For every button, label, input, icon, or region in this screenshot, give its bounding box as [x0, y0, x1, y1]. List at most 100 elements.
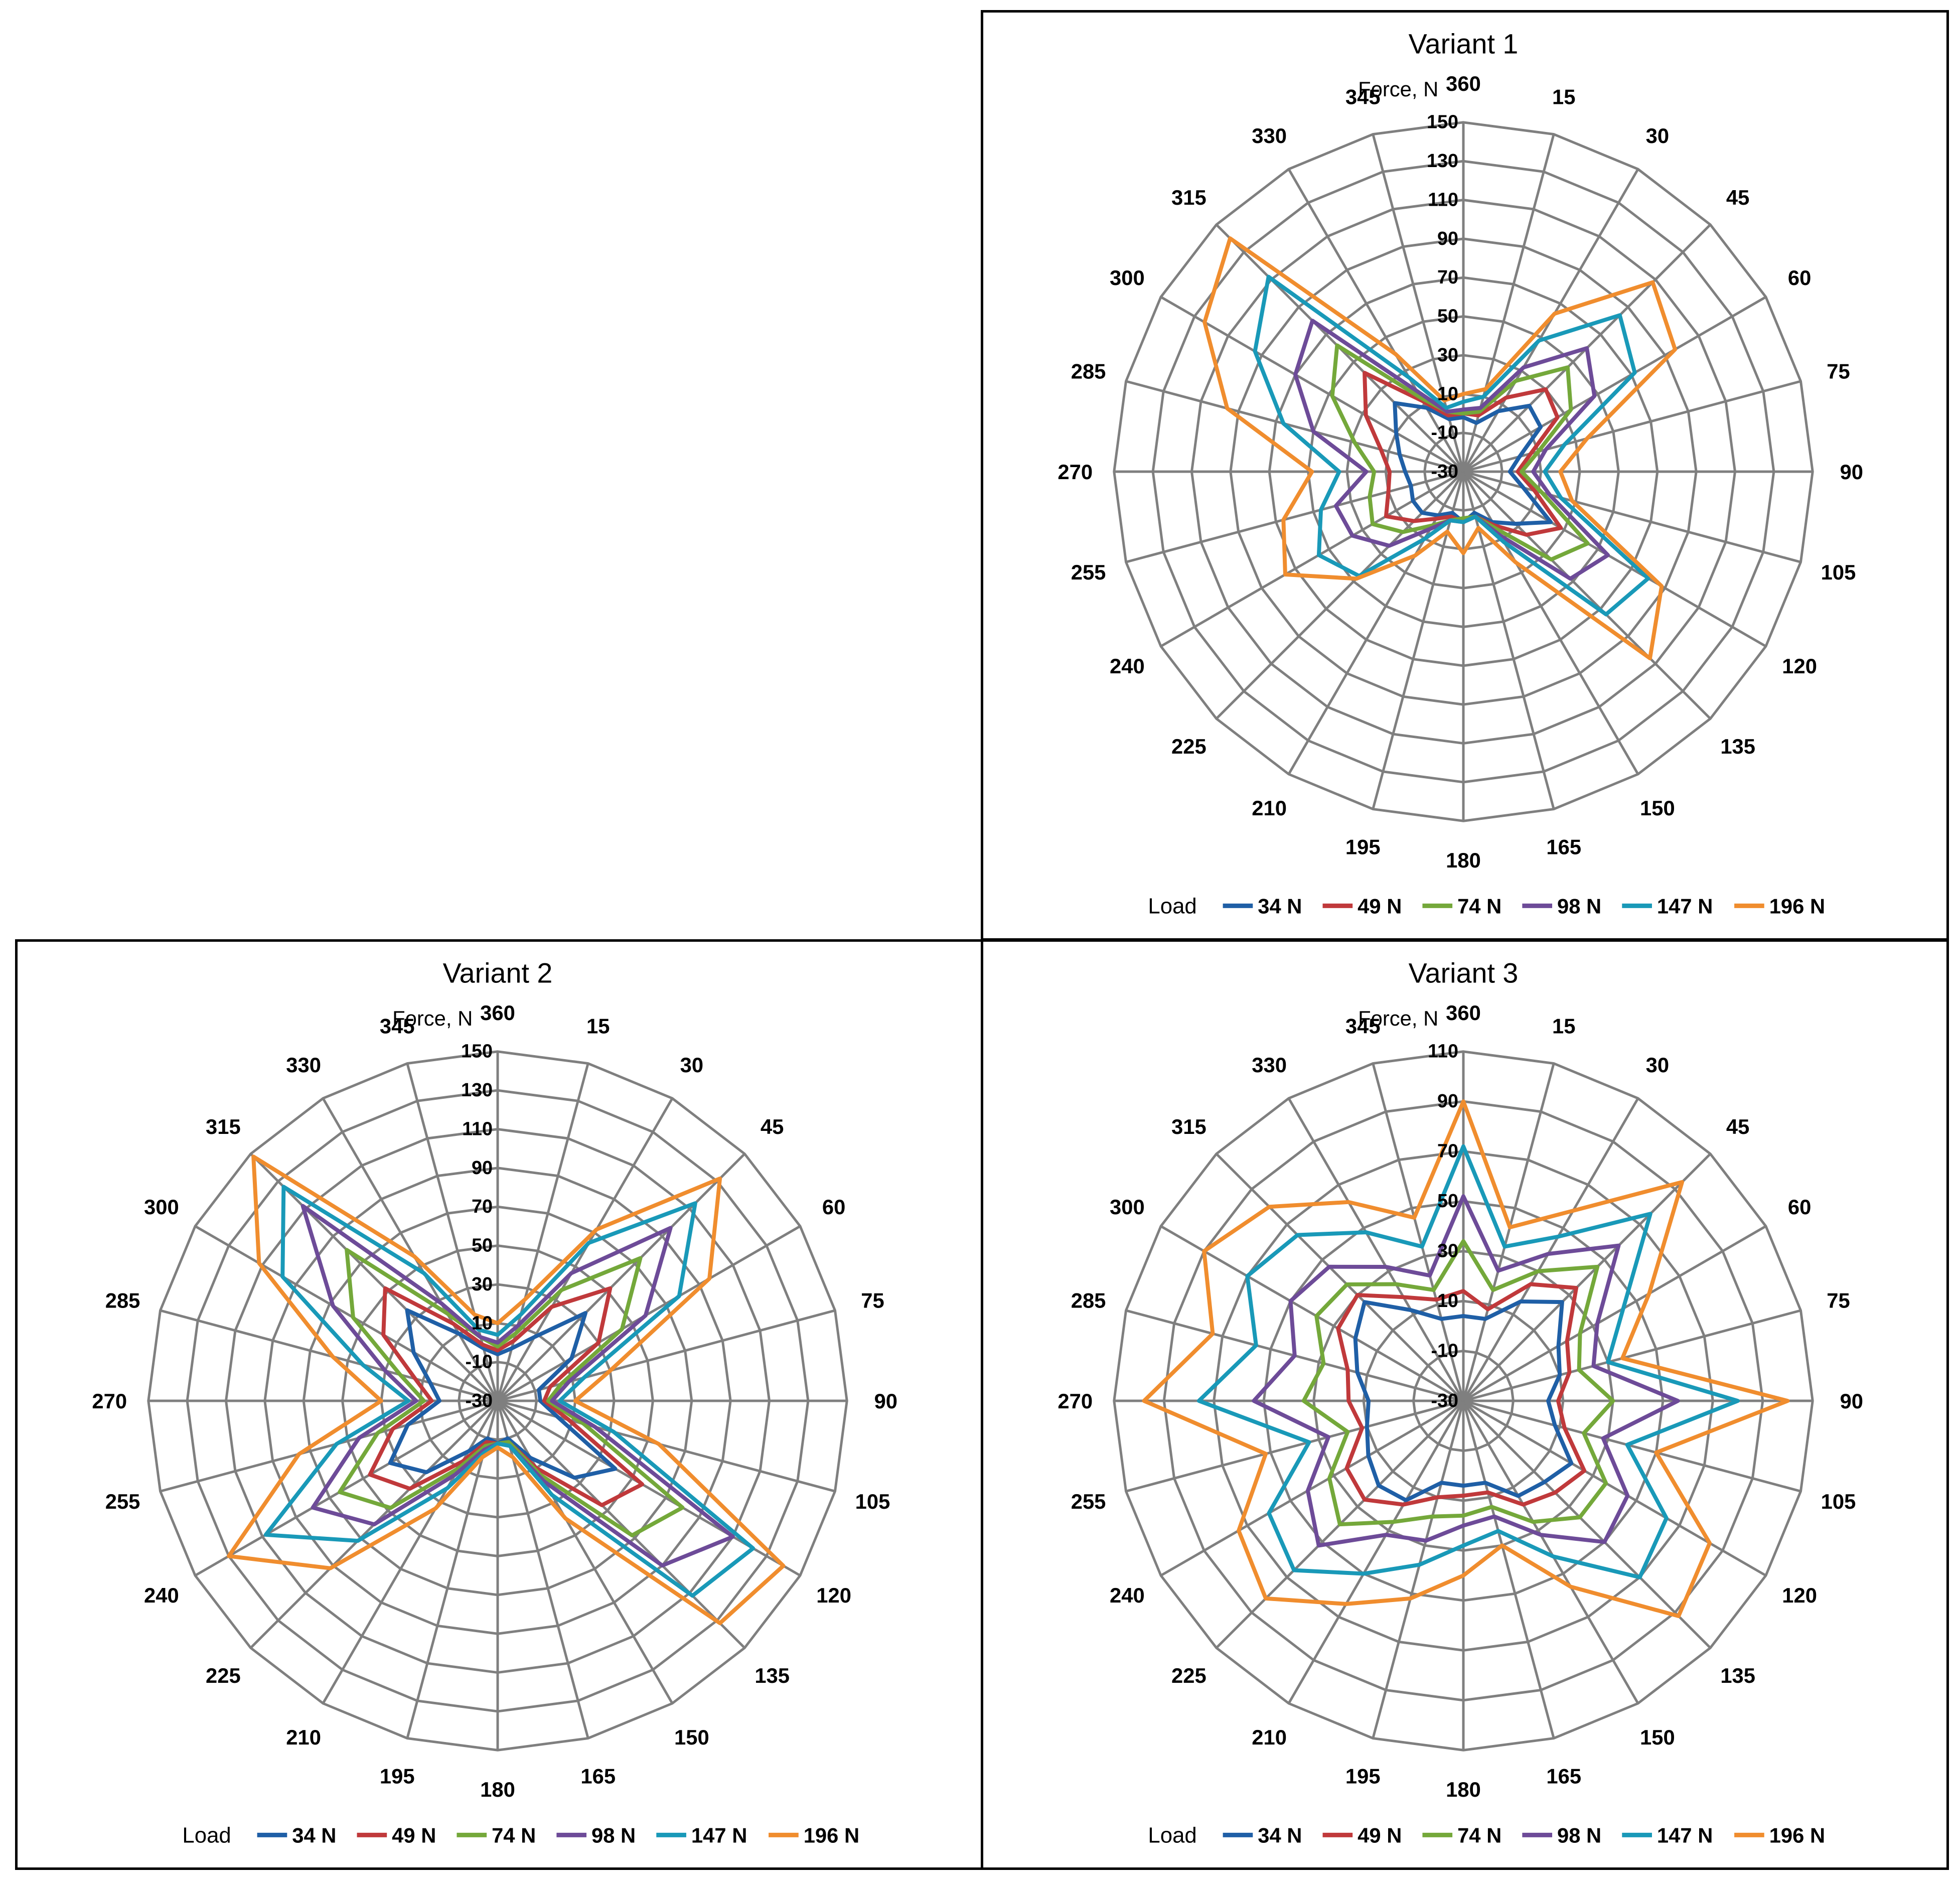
legend-label: 49 N — [1358, 894, 1402, 918]
series-line-147n — [1196, 1144, 1740, 1579]
grid-spoke — [1125, 470, 1464, 563]
legend-label: 196 N — [804, 1823, 859, 1847]
angle-label: 165 — [1546, 1764, 1581, 1788]
angle-label: 75 — [1827, 1289, 1850, 1313]
grid-spoke — [322, 1097, 499, 1402]
angle-label: 30 — [1646, 124, 1669, 148]
series-line-74n — [1301, 1239, 1615, 1527]
radial-tick-label: -10 — [465, 1352, 493, 1373]
angle-label: 360 — [1446, 72, 1481, 95]
grid-spoke — [160, 1309, 498, 1402]
radial-tick-label: 70 — [472, 1196, 493, 1217]
grid-spoke — [194, 1399, 499, 1577]
grid-spoke — [1372, 1063, 1465, 1401]
angle-label: 300 — [1110, 1195, 1145, 1219]
legend-label: 74 N — [492, 1823, 536, 1847]
angle-label: 210 — [1252, 796, 1287, 820]
radial-tick-label: 30 — [1437, 345, 1458, 366]
legend-label: 147 N — [691, 1823, 747, 1847]
grid-spoke — [1462, 1097, 1639, 1402]
angle-label: 105 — [1821, 560, 1856, 584]
angle-label: 300 — [144, 1195, 179, 1219]
grid-spoke — [1463, 1399, 1801, 1493]
angle-label: 135 — [755, 1664, 790, 1687]
legend-label: 49 N — [1358, 1823, 1402, 1847]
series-line-147n — [1253, 274, 1650, 617]
angle-label: 255 — [1071, 560, 1106, 584]
angle-label: 330 — [1252, 124, 1287, 148]
angle-label: 360 — [480, 1001, 515, 1025]
angle-label: 285 — [1071, 360, 1106, 383]
grid-spoke — [194, 1225, 499, 1402]
angle-label: 270 — [1058, 1389, 1093, 1413]
angle-label: 90 — [1840, 1389, 1863, 1413]
radial-tick-label: 90 — [1437, 228, 1458, 249]
angle-label: 60 — [822, 1195, 845, 1219]
radial-tick-label: 110 — [1428, 189, 1458, 210]
angle-label: 225 — [1171, 1664, 1207, 1687]
grid-spoke — [496, 1400, 589, 1739]
grid-spoke — [1462, 1225, 1767, 1402]
angle-label: 195 — [1345, 1764, 1381, 1788]
radial-tick-label: 110 — [1428, 1041, 1458, 1062]
radial-tick-label: 30 — [472, 1274, 493, 1295]
radial-tick-label: 10 — [1437, 383, 1458, 404]
angle-label: 150 — [1640, 796, 1675, 820]
grid-spoke — [1160, 1225, 1464, 1402]
angle-label: 180 — [1446, 848, 1481, 872]
angle-label: 240 — [144, 1583, 179, 1607]
angle-label: 240 — [1110, 1583, 1145, 1607]
legend-label: 49 N — [392, 1823, 436, 1847]
grid-spoke — [1160, 296, 1464, 473]
legend-label: 98 N — [591, 1823, 636, 1847]
legend-title: Load — [1148, 1823, 1196, 1847]
radial-tick-label: 10 — [472, 1313, 493, 1334]
angle-label: 45 — [761, 1115, 784, 1138]
series-line-34n — [1353, 1299, 1574, 1503]
radial-tick-label: 130 — [461, 1080, 493, 1101]
radial-tick-label: 70 — [1437, 267, 1458, 288]
angle-label: 180 — [480, 1778, 515, 1801]
grid-spoke — [1462, 470, 1767, 648]
angle-label: 120 — [1782, 1583, 1817, 1607]
radial-tick-label: -30 — [465, 1390, 493, 1411]
legend-title: Load — [182, 1823, 231, 1847]
grid-spoke — [1462, 471, 1712, 720]
grid-spoke — [497, 1400, 746, 1649]
angle-label: 300 — [1110, 266, 1145, 289]
grid-spoke — [1125, 1399, 1464, 1493]
angle-label: 75 — [861, 1289, 884, 1313]
chart-title: Variant 3 — [1409, 958, 1519, 989]
angle-label: 15 — [1552, 85, 1575, 109]
grid-spoke — [497, 1225, 801, 1402]
angle-label: 255 — [1071, 1490, 1106, 1513]
series-line-74n — [1330, 343, 1590, 562]
legend-label: 34 N — [1258, 1823, 1302, 1847]
radial-tick-label: -10 — [1431, 1341, 1458, 1362]
chart-panel-variant-1: Variant 1 -30 -10 10 30 50 70 90 110 130 150 Force,… — [981, 10, 1949, 941]
angle-label: 150 — [674, 1725, 709, 1749]
legend: Load 34 N 49 N 74 N 98 N 147 N 196 N — [1148, 1823, 1825, 1847]
radial-tick-label: 150 — [1427, 112, 1458, 133]
legend-label: 98 N — [1557, 1823, 1601, 1847]
legend-title: Load — [1148, 894, 1196, 918]
legend-label: 196 N — [1769, 1823, 1825, 1847]
axis-caption: Force, N — [1358, 1006, 1438, 1030]
angle-label: 315 — [1171, 186, 1207, 209]
legend-label: 74 N — [1457, 1823, 1501, 1847]
angle-label: 210 — [1252, 1725, 1287, 1749]
radial-tick-label: 90 — [472, 1157, 493, 1179]
angle-label: 255 — [105, 1490, 140, 1513]
series-line-196n — [1202, 236, 1678, 660]
grid-spoke — [1287, 471, 1465, 775]
series-line-49n — [1336, 1282, 1587, 1507]
chart-title: Variant 2 — [443, 958, 553, 989]
angle-label: 120 — [1782, 654, 1817, 678]
radial-tick-label: 90 — [1437, 1091, 1458, 1112]
radial-tick-label: 50 — [1437, 1191, 1458, 1212]
angle-label: 345 — [1345, 85, 1381, 109]
angle-label: 90 — [874, 1389, 897, 1413]
chart-panel-variant-2: Variant 2 -30 -10 10 30 50 70 90 110 130 150 Force,… — [15, 939, 983, 1870]
grid-spoke — [1287, 1097, 1465, 1402]
angle-label: 345 — [380, 1015, 415, 1038]
